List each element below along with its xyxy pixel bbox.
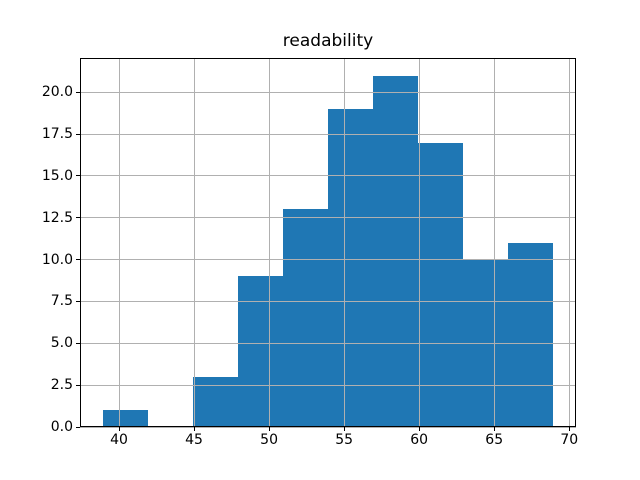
x-tick-mark [193,427,195,431]
gridline-vertical [118,58,120,427]
histogram-bar [237,276,283,427]
gridline-horizontal [80,426,576,428]
chart-title: readability [282,31,374,51]
histogram-bar [102,410,148,427]
y-tick-mark [76,259,80,261]
gridline-vertical [418,58,420,427]
x-tick-mark [418,427,420,431]
y-tick-mark [76,426,80,428]
gridline-vertical [268,58,270,427]
x-tick-label: 40 [110,432,128,448]
y-tick-label: 15.0 [41,167,73,184]
x-tick-label: 65 [485,432,504,448]
gridline-horizontal [80,91,576,93]
y-tick-label: 2.5 [50,377,73,394]
x-tick-label: 55 [335,432,354,448]
y-tick-mark [76,91,80,93]
x-tick-label: 45 [185,432,203,448]
y-tick-mark [76,175,80,177]
plot-area: 40 45 50 55 60 65 70 0.0 2.5 5.0 7.5 10.0 12.5 15.0 17… [42,58,578,448]
x-tick-mark [118,427,120,431]
x-tick-label: 70 [560,432,579,448]
y-tick-mark [76,133,80,135]
x-tick-mark [493,427,495,431]
gridline-vertical [568,58,570,427]
histogram-bar [282,209,328,427]
gridline-horizontal [80,175,576,177]
y-tick-label: 10.0 [41,251,73,268]
y-tick-label: 0.0 [50,419,73,435]
x-tick-mark [343,427,345,431]
gridline-horizontal [80,217,576,219]
y-tick-label: 7.5 [50,293,73,310]
y-tick-mark [76,342,80,344]
histogram-bar [372,75,418,427]
gridline-vertical [343,58,345,427]
histogram-bar [327,109,373,427]
gridline-horizontal [80,384,576,386]
y-tick-mark [76,384,80,386]
y-tick-label: 5.0 [50,335,73,352]
x-tick-label: 60 [410,432,429,448]
gridline-horizontal [80,259,576,261]
y-tick-label: 20.0 [41,84,73,101]
y-tick-label: 12.5 [41,209,73,226]
y-tick-mark [76,217,80,219]
gridline-vertical [493,58,495,427]
histogram-bar [417,142,463,427]
y-tick-label: 17.5 [41,126,73,143]
x-tick-label: 50 [260,432,279,448]
x-tick-mark [268,427,270,431]
x-tick-mark [568,427,570,431]
gridline-vertical [193,58,195,427]
gridline-horizontal [80,300,576,302]
y-tick-mark [76,300,80,302]
histogram-bar [507,242,553,427]
gridline-horizontal [80,342,576,344]
gridline-horizontal [80,133,576,135]
